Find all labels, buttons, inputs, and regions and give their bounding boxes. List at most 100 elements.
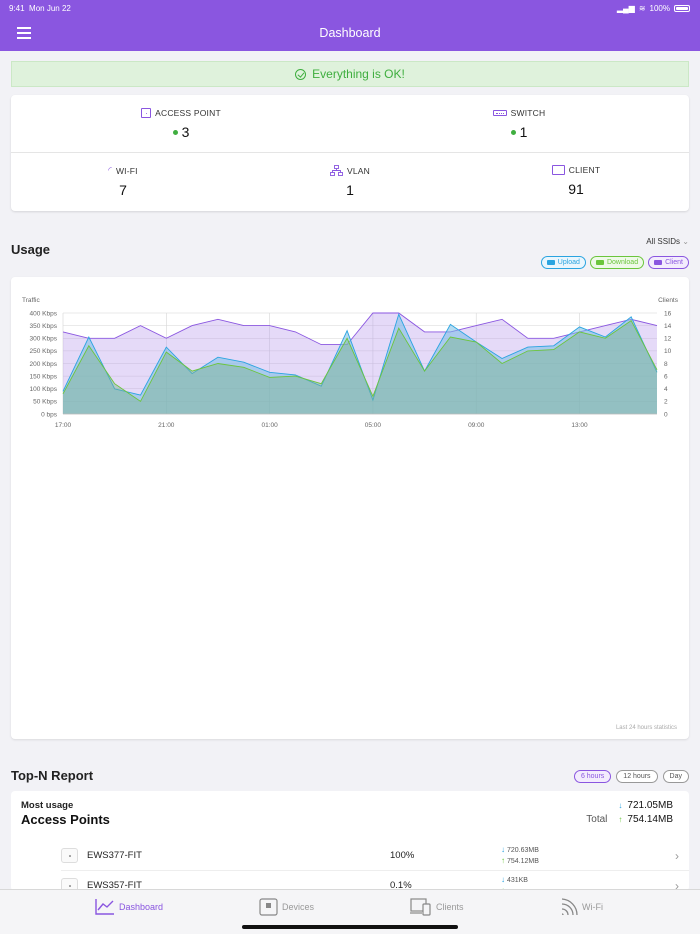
menu-icon[interactable] [17, 27, 31, 39]
status-bar: 9:41 Mon Jun 22 ▂▄▆ ≋ 100% [0, 0, 700, 16]
chart-footer: Last 24 hours statistics [615, 725, 677, 731]
usage-totals: ↓ 721.05MB Total ↑ 754.14MB [586, 800, 673, 828]
access-point-count: 3 [181, 124, 190, 140]
topn-title: Top-N Report [11, 768, 94, 783]
y2-tick-label: 16 [664, 310, 672, 317]
table-row[interactable]: EWS377-FIT 100% ↓ 720.63MB ↑ 754.12MB › [11, 841, 689, 870]
legend-client[interactable]: Client [648, 256, 689, 269]
wifi-label: WI-FI [115, 165, 138, 176]
x-tick-label: 13:00 [571, 422, 588, 429]
status-banner: Everything is OK! [11, 61, 689, 87]
total-download: 721.05MB [627, 800, 673, 811]
legend-download[interactable]: Download [589, 256, 645, 269]
vlan-count: 1 [346, 182, 354, 198]
laptop-icon [410, 898, 431, 916]
client-count: 91 [568, 181, 584, 197]
y-tick-label: 0 bps [41, 411, 58, 418]
chart-legend: Upload Download Client [540, 256, 689, 269]
y2-tick-label: 14 [664, 323, 672, 330]
series-line-upload [62, 313, 658, 402]
chart-line-icon [95, 899, 114, 915]
x-tick-label: 05:00 [365, 422, 382, 429]
divider [11, 152, 689, 153]
y2-tick-label: 4 [664, 386, 668, 393]
x-tick-label: 21:00 [158, 422, 175, 429]
vlan-icon [330, 165, 343, 176]
table-row[interactable]: EWS357-FIT 0.1% ↓ 431KB ↑ › [11, 871, 689, 891]
online-dot-icon [172, 129, 178, 135]
battery-percent: 100% [649, 4, 670, 13]
range-day[interactable]: Day [662, 770, 689, 783]
wifi-signal-icon: ≋ [638, 4, 646, 13]
most-usage-label: Most usage [21, 800, 74, 811]
tab-devices[interactable]: Devices [259, 898, 314, 916]
series-line-download [62, 319, 658, 403]
nav-bar: Dashboard [0, 16, 700, 51]
device-percent: 100% [390, 850, 415, 861]
page-title: Dashboard [319, 26, 381, 40]
client-icon [551, 165, 565, 175]
chevron-right-icon: › [675, 848, 679, 863]
chevron-down-icon: ⌄ [682, 237, 689, 246]
wifi-icon: ◜ [108, 165, 112, 175]
wifi-icon [561, 898, 578, 916]
battery-icon [674, 5, 690, 12]
y2-tick-label: 2 [664, 399, 668, 406]
divider [61, 870, 689, 871]
download-arrow-icon: ↓ [618, 801, 623, 810]
client-label: CLIENT [568, 165, 601, 175]
y-tick-label: 300 Kbps [30, 336, 58, 343]
x-tick-label: 09:00 [468, 422, 485, 429]
device-traffic: ↓ 720.63MB ↑ 754.12MB [501, 845, 539, 865]
status-time: 9:41 Mon Jun 22 [9, 4, 71, 13]
switch-icon [492, 110, 507, 116]
tab-clients[interactable]: Clients [410, 898, 464, 916]
summary-card: ACCESS POINT 3 SWITCH 1 ◜ WI-FI 7 VLAN 1 … [11, 95, 689, 211]
y-tick-label: 350 Kbps [30, 323, 58, 330]
x-tick-label: 17:00 [55, 422, 72, 429]
y-tick-label: 100 Kbps [30, 386, 58, 393]
total-label: Total [586, 814, 608, 825]
range-6-hours[interactable]: 6 hours [573, 770, 612, 783]
total-upload: 754.14MB [627, 814, 673, 825]
range-tabs: 6 hours 12 hours Day [573, 770, 689, 783]
series-area-upload [63, 314, 657, 414]
access-point-device-icon [61, 848, 78, 863]
usage-title: Usage [11, 242, 51, 257]
y2-axis-title: Clients [658, 297, 679, 304]
upload-arrow-icon: ↑ [618, 815, 623, 824]
status-indicators: ▂▄▆ ≋ 100% [617, 4, 690, 13]
access-point-stat[interactable]: ACCESS POINT 3 [121, 108, 241, 140]
topn-card: Most usage Access Points ↓ 721.05MB Total… [11, 791, 689, 891]
y2-tick-label: 8 [664, 361, 668, 368]
client-stat[interactable]: CLIENT 91 [516, 165, 636, 197]
y-tick-label: 250 Kbps [30, 348, 58, 355]
switch-stat[interactable]: SWITCH 1 [459, 108, 579, 140]
y-tick-label: 400 Kbps [30, 310, 58, 317]
vlan-stat[interactable]: VLAN 1 [290, 165, 410, 198]
y2-tick-label: 12 [664, 336, 672, 343]
home-indicator [242, 925, 458, 929]
access-point-icon [141, 108, 152, 118]
tab-wifi[interactable]: Wi-Fi [560, 898, 603, 916]
wifi-count: 7 [119, 182, 127, 198]
wifi-stat[interactable]: ◜ WI-FI 7 [63, 165, 183, 198]
range-12-hours[interactable]: 12 hours [616, 770, 658, 783]
device-traffic: ↓ 431KB ↑ [501, 875, 528, 891]
switch-label: SWITCH [510, 108, 546, 118]
y-axis-title: Traffic [22, 297, 40, 304]
legend-upload[interactable]: Upload [540, 256, 586, 269]
y2-tick-label: 10 [664, 348, 672, 355]
y-tick-label: 50 Kbps [33, 399, 58, 406]
signal-icon: ▂▄▆ [616, 4, 635, 13]
switch-count: 1 [519, 124, 528, 140]
access-point-device-icon [61, 878, 78, 891]
y-tick-label: 150 Kbps [30, 373, 58, 380]
device-name: EWS357-FIT [87, 880, 142, 891]
online-dot-icon [510, 129, 516, 135]
y2-tick-label: 0 [664, 411, 668, 418]
ssid-select[interactable]: All SSIDs ⌄ [646, 237, 689, 246]
tab-bar: Dashboard Devices Clients Wi-Fi [0, 889, 700, 934]
topn-category: Access Points [21, 812, 110, 827]
tab-dashboard[interactable]: Dashboard [95, 898, 163, 915]
